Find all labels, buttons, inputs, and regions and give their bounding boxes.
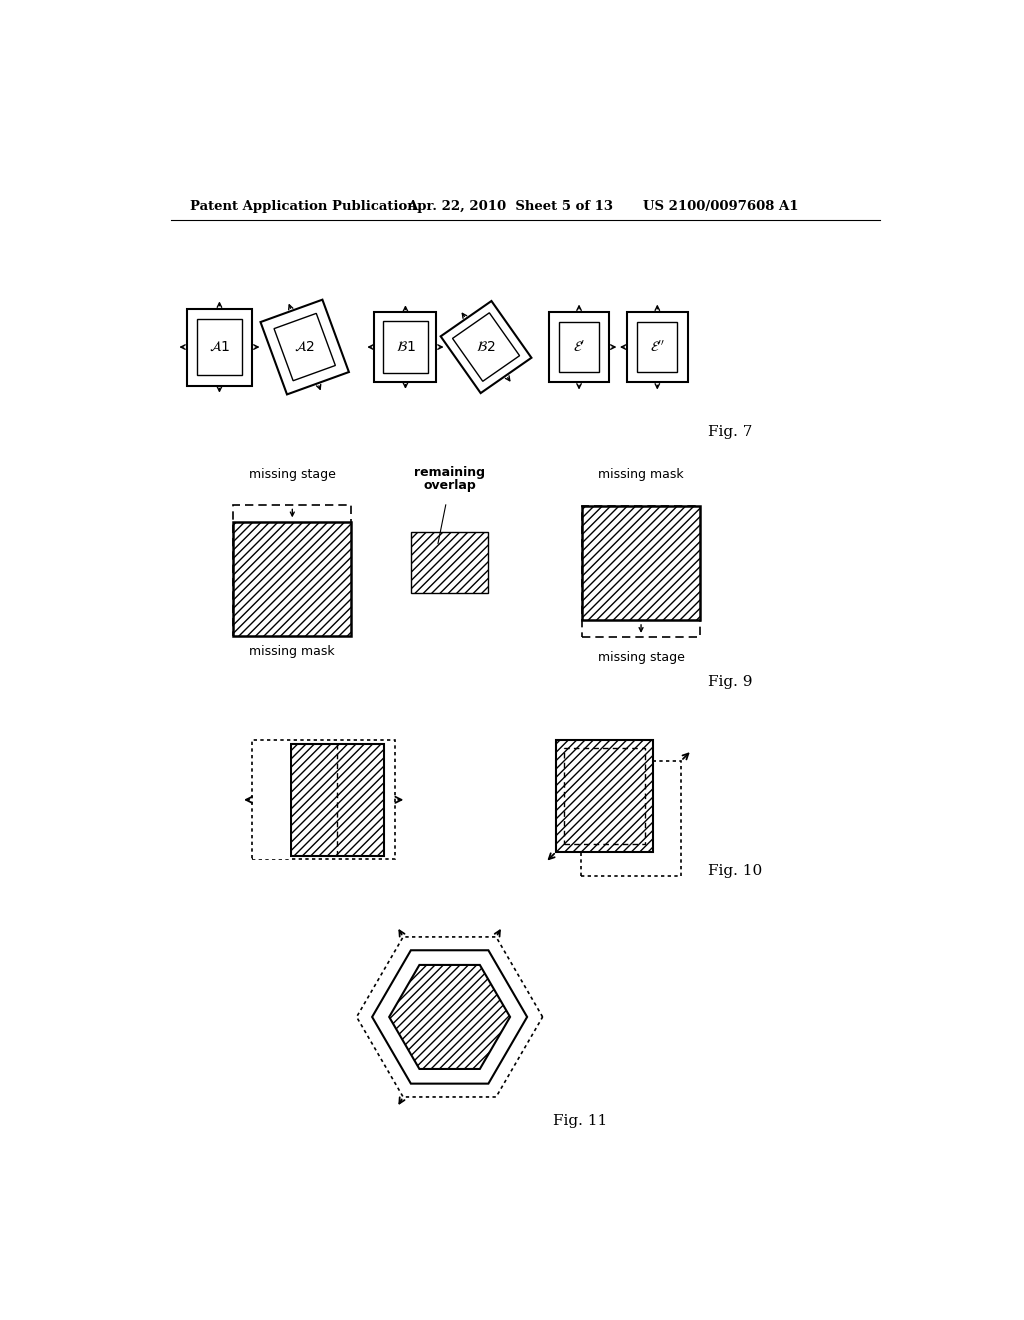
Bar <box>252 741 395 859</box>
Bar <box>375 313 436 381</box>
Text: $\mathcal{E}'$: $\mathcal{E}'$ <box>572 339 586 355</box>
Text: Fig. 10: Fig. 10 <box>708 863 762 878</box>
Text: remaining: remaining <box>414 466 485 479</box>
Text: $\mathcal{A}1$: $\mathcal{A}1$ <box>209 341 230 354</box>
Bar <box>559 322 599 372</box>
Bar <box>233 521 351 636</box>
Text: missing stage: missing stage <box>598 651 684 664</box>
Text: $\mathcal{B}1$: $\mathcal{B}1$ <box>395 341 416 354</box>
Text: Fig. 11: Fig. 11 <box>553 1114 607 1127</box>
Text: missing mask: missing mask <box>250 644 335 657</box>
Bar <box>581 760 681 876</box>
Bar <box>186 309 252 385</box>
Bar <box>291 744 384 855</box>
Bar <box>583 507 700 620</box>
Bar <box>233 506 351 636</box>
Text: Fig. 7: Fig. 7 <box>708 425 752 438</box>
Bar <box>549 312 609 383</box>
Text: missing mask: missing mask <box>598 467 684 480</box>
Bar <box>637 322 678 372</box>
Bar <box>583 507 700 638</box>
Text: US 2100/0097608 A1: US 2100/0097608 A1 <box>643 199 799 213</box>
Bar <box>253 741 290 859</box>
Text: $\mathcal{B}2$: $\mathcal{B}2$ <box>476 341 496 354</box>
Text: $\mathcal{E}''$: $\mathcal{E}''$ <box>650 339 665 355</box>
Text: $\mathcal{A}2$: $\mathcal{A}2$ <box>294 341 315 354</box>
Bar <box>564 748 645 843</box>
Text: overlap: overlap <box>423 479 476 492</box>
Text: Apr. 22, 2010  Sheet 5 of 13: Apr. 22, 2010 Sheet 5 of 13 <box>407 199 613 213</box>
Text: Fig. 9: Fig. 9 <box>708 675 753 689</box>
Polygon shape <box>389 965 510 1069</box>
Text: Patent Application Publication: Patent Application Publication <box>190 199 417 213</box>
Bar <box>197 319 242 375</box>
Bar <box>627 312 687 383</box>
Text: missing stage: missing stage <box>249 467 336 480</box>
Bar <box>556 741 653 851</box>
Bar <box>411 532 488 594</box>
Bar <box>383 321 428 374</box>
